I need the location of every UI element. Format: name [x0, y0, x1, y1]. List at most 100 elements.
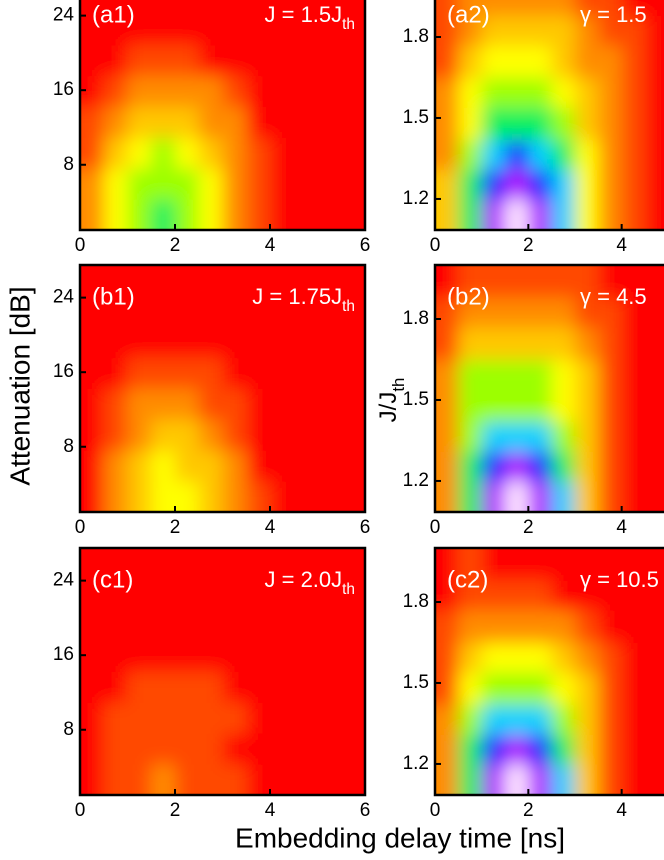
contour-cell: [127, 609, 152, 642]
y-tick-label: 8: [63, 436, 74, 457]
panel-annotation: γ = 10.5: [580, 567, 659, 592]
x-tick-label: 4: [265, 517, 276, 538]
contour-cell: [127, 168, 152, 200]
contour-cell: [198, 44, 223, 77]
contour-cell: [151, 609, 176, 642]
contour-cell: [293, 671, 318, 703]
contour-cell: [246, 702, 271, 734]
contour-cell: [127, 450, 152, 482]
plot-area: [435, 0, 664, 230]
contour-cell: [435, 0, 459, 16]
contour-cell: [505, 672, 529, 706]
contour-cell: [198, 357, 223, 389]
contour-cell: [246, 609, 271, 642]
contour-cell: [598, 136, 623, 170]
contour-cell: [435, 701, 459, 735]
contour-cell: [246, 265, 271, 297]
contour-cell: [575, 448, 599, 482]
contour-cell: [551, 577, 576, 611]
contour-cell: [270, 137, 295, 169]
contour-cell: [645, 701, 664, 735]
contour-cell: [505, 418, 529, 452]
contour-cell: [598, 389, 623, 423]
y-axis-label-right-main: J/J: [375, 392, 402, 423]
contour-cell: [621, 418, 646, 452]
contour-cell: [246, 326, 271, 359]
contour-cell: [458, 198, 483, 230]
contour-cell: [80, 44, 105, 77]
contour-cell: [222, 450, 247, 482]
contour-cell: [551, 763, 576, 795]
contour-cell: [103, 733, 128, 765]
contour-cell: [317, 702, 342, 734]
contour-cell: [645, 418, 664, 452]
contour-cell: [458, 45, 483, 78]
contour-cell: [103, 609, 128, 642]
panel-label: (a2): [447, 1, 490, 28]
contour-cell: [317, 326, 342, 359]
contour-cell: [222, 75, 247, 107]
contour-cell: [528, 327, 553, 360]
contour-cell: [341, 295, 365, 328]
panel-annotation-main: γ = 10.5: [580, 567, 659, 592]
contour-cell: [458, 294, 483, 328]
contour-cell: [80, 702, 105, 734]
contour-cell: [458, 639, 483, 673]
panel-annotation-main: J = 1.75J: [252, 284, 342, 309]
contour-cell: [528, 294, 553, 328]
contour-cell: [341, 481, 365, 512]
contour-cell: [175, 481, 200, 512]
contour-cell: [103, 13, 128, 46]
contour-cell: [246, 357, 271, 389]
contour-cell: [80, 450, 105, 482]
contour-cell: [341, 671, 365, 703]
contour-cell: [551, 12, 576, 46]
contour-cell: [151, 419, 176, 451]
contour-cell: [151, 671, 176, 703]
contour-cell: [575, 389, 599, 423]
contour-cell: [317, 548, 342, 580]
contour-cell: [481, 198, 506, 230]
contour-cell: [575, 356, 599, 390]
contour-cell: [645, 327, 664, 360]
contour-cell: [175, 548, 200, 580]
contour-cell: [198, 419, 223, 451]
contour-cell: [103, 265, 128, 297]
x-tick-label: 4: [616, 800, 627, 821]
contour-cell: [151, 106, 176, 138]
x-tick-label: 6: [360, 800, 371, 821]
contour-cell: [528, 672, 553, 706]
contour-cell: [103, 44, 128, 77]
contour-cell: [127, 548, 152, 580]
contour-cell: [270, 671, 295, 703]
contour-cell: [103, 702, 128, 734]
contour-cell: [341, 199, 365, 230]
contour-cell: [127, 75, 152, 107]
contour-cell: [103, 106, 128, 138]
contour-cell: [621, 136, 646, 170]
contour-cell: [435, 448, 459, 482]
contour-cell: [341, 764, 365, 795]
contour-cell: [458, 577, 483, 611]
contour-cell: [575, 639, 599, 673]
contour-cell: [551, 136, 576, 170]
contour-cell: [151, 137, 176, 169]
contour-cell: [505, 136, 529, 170]
contour-cell: [293, 0, 318, 15]
contour-cell: [458, 107, 483, 141]
contour-cell: [621, 265, 646, 298]
contour-cell: [151, 265, 176, 297]
y-axis-label-right-sub: th: [389, 378, 408, 392]
contour-cell: [435, 610, 459, 643]
contour-cell: [103, 137, 128, 169]
contour-cell: [80, 326, 105, 359]
contour-cell: [505, 107, 529, 141]
y-tick-label: 1.8: [403, 26, 429, 47]
contour-cell: [575, 701, 599, 735]
contour-cell: [458, 763, 483, 795]
contour-cell: [598, 107, 623, 141]
contour-cell: [341, 168, 365, 200]
contour-cell: [481, 763, 506, 795]
panel-label: (b1): [92, 283, 135, 310]
